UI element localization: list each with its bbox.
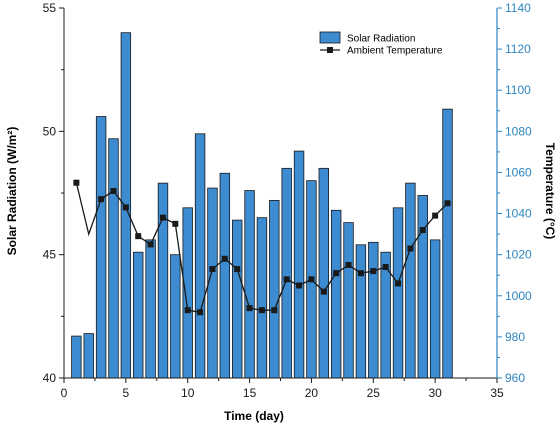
left-tick-label: 50 <box>43 124 57 138</box>
solar-bar-day-2 <box>83 333 94 379</box>
temperature-marker-day-11 <box>197 309 204 316</box>
solar-bar-day-10 <box>182 207 193 379</box>
solar-bar-day-11 <box>194 133 206 379</box>
solar-bar-day-24 <box>355 244 367 379</box>
legend-label-solar-radiation: Solar Radiation <box>347 34 415 45</box>
temperature-marker-day-5 <box>122 204 129 211</box>
ambient-temperature-line <box>73 179 451 316</box>
temperature-marker-day-27 <box>395 280 402 287</box>
solar-bar-day-7 <box>145 239 156 379</box>
solar-bar-day-15 <box>244 190 255 379</box>
right-tick-label: 1060 <box>505 165 532 179</box>
temperature-marker-day-29 <box>419 227 426 233</box>
x-tick-label: 15 <box>243 386 257 400</box>
legend-marker-ambient-temperature <box>327 47 333 53</box>
solar-bar-day-30 <box>429 239 441 379</box>
solar-bar-day-28 <box>405 182 416 379</box>
temperature-marker-day-24 <box>357 270 364 277</box>
temperature-marker-day-17 <box>271 307 278 314</box>
temperature-marker-day-26 <box>382 264 389 270</box>
x-tick-label: 0 <box>61 386 68 400</box>
temperature-marker-day-6 <box>135 233 142 240</box>
temperature-marker-day-1 <box>73 179 80 186</box>
temperature-marker-day-8 <box>159 214 166 221</box>
temperature-marker-day-30 <box>432 212 439 219</box>
temperature-marker-day-20 <box>308 276 315 283</box>
temperature-marker-day-18 <box>283 276 290 283</box>
solar-bar-day-13 <box>219 172 231 379</box>
solar-bar-day-22 <box>330 209 342 379</box>
x-tick-label: 20 <box>305 386 319 400</box>
temperature-marker-day-10 <box>184 307 191 314</box>
solar-bar-day-9 <box>170 254 181 379</box>
temperature-marker-day-12 <box>209 266 216 273</box>
temperature-marker-day-25 <box>370 268 377 275</box>
right-tick-label: 1000 <box>505 289 532 303</box>
right-tick-label: 1080 <box>505 124 532 138</box>
right-tick-label: 1100 <box>505 83 531 97</box>
solar-bar-day-6 <box>133 251 144 379</box>
x-axis-label: Time (day) <box>224 409 284 423</box>
right-tick-label: 1020 <box>505 248 532 262</box>
solar-bar-day-4 <box>108 138 119 379</box>
x-tick-label: 5 <box>123 386 130 400</box>
temperature-marker-day-22 <box>333 270 340 277</box>
solar-bar-day-14 <box>231 219 243 379</box>
temperature-marker-day-13 <box>221 255 228 262</box>
solar-bar-day-29 <box>417 195 428 379</box>
right-tick-label: 980 <box>505 330 525 344</box>
temperature-marker-day-16 <box>258 307 265 314</box>
left-tick-label: 55 <box>43 1 57 15</box>
solar-bar-day-3 <box>95 116 107 379</box>
right-tick-label: 1120 <box>505 42 531 56</box>
solar-bar-day-27 <box>392 207 404 379</box>
temperature-marker-day-23 <box>345 261 352 268</box>
right-tick-label: 1040 <box>505 207 532 221</box>
temperature-marker-day-3 <box>98 196 105 203</box>
temperature-marker-day-7 <box>147 241 154 248</box>
solar-bar-day-16 <box>256 217 268 379</box>
legend: Solar Radiation Ambient Temperature <box>319 31 443 57</box>
solar-bar-day-18 <box>281 167 292 379</box>
temperature-marker-day-21 <box>320 288 327 295</box>
temperature-marker-day-14 <box>234 266 241 273</box>
x-tick-label: 35 <box>490 386 504 400</box>
left-tick-label: 45 <box>43 248 57 262</box>
solar-bar-day-19 <box>293 150 305 379</box>
solar-radiation-bars <box>71 32 453 379</box>
right-axis-label: Temperature (°C) <box>543 143 557 240</box>
right-tick-label: 960 <box>505 371 525 385</box>
temperature-marker-day-9 <box>172 220 179 227</box>
left-tick-label: 40 <box>43 371 57 385</box>
solar-bar-day-23 <box>343 222 354 379</box>
temperature-marker-day-15 <box>246 305 253 312</box>
x-tick-label: 25 <box>367 386 381 400</box>
axes: 0 5 10 15 20 25 30 35 40 45 50 55 960 980 1000 1020 1040… <box>43 1 532 400</box>
x-tick-label: 30 <box>428 386 442 400</box>
x-tick-label: 10 <box>181 386 195 400</box>
temperature-marker-day-4 <box>110 187 117 194</box>
left-axis-label: Solar Radiation (W/m²) <box>5 127 19 256</box>
temperature-marker-day-19 <box>296 282 303 289</box>
solar-bar-day-17 <box>269 199 280 379</box>
solar-bar-day-21 <box>318 167 330 379</box>
solar-bar-day-25 <box>368 241 379 379</box>
right-tick-label: 1140 <box>505 1 531 15</box>
solar-bar-day-8 <box>157 182 169 379</box>
solar-bar-day-31 <box>442 108 453 379</box>
temperature-marker-day-28 <box>407 245 414 252</box>
solar-bar-day-1 <box>71 335 82 379</box>
legend-label-ambient-temperature: Ambient Temperature <box>347 46 443 57</box>
temperature-marker-day-31 <box>444 200 451 207</box>
legend-swatch-solar-radiation <box>319 31 341 44</box>
